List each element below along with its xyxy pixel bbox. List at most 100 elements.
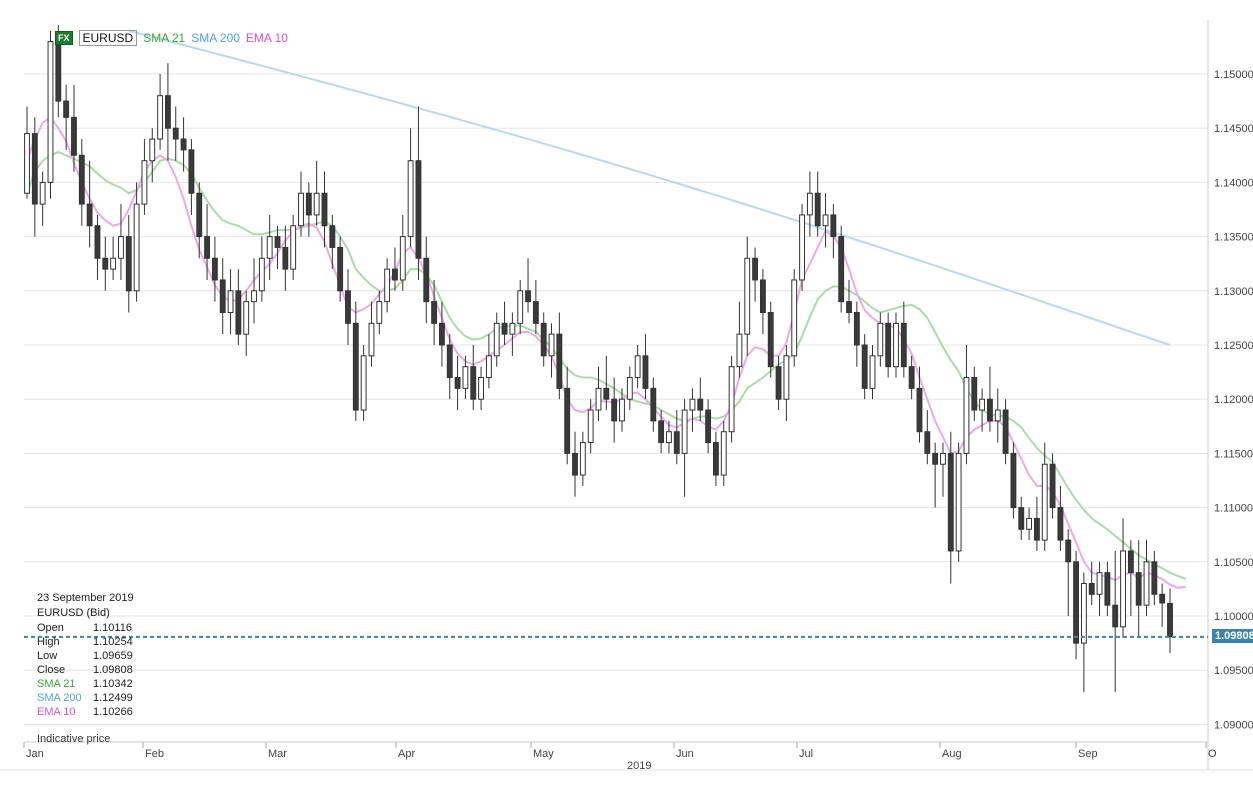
indicative-price-note: Indicative price — [37, 733, 111, 745]
candle-body — [940, 452, 946, 465]
ohlc-value: 1.09659 — [93, 650, 133, 662]
candle-body — [266, 236, 273, 259]
candle-body — [78, 154, 85, 205]
candle-body — [149, 138, 156, 162]
candle-body — [157, 95, 164, 140]
candle-body — [705, 409, 712, 444]
candle-body — [611, 398, 618, 422]
candle-body — [697, 398, 704, 411]
candle-body — [713, 442, 719, 476]
candle-body — [720, 431, 727, 476]
candle-body — [908, 366, 915, 389]
candle-body — [274, 236, 281, 248]
candle-body — [556, 333, 563, 389]
ohlc-value: 1.09808 — [93, 664, 133, 676]
candle-body — [736, 333, 743, 368]
candle-body — [1018, 507, 1025, 530]
candle-body — [955, 452, 962, 552]
y-tick-label: 1.09500 — [1214, 665, 1253, 677]
candle-body — [118, 236, 124, 259]
candle-body — [759, 279, 766, 313]
candle-body — [360, 355, 367, 411]
candle-body — [791, 279, 798, 357]
candle-body — [947, 452, 954, 552]
candle-body — [501, 322, 508, 335]
ohlc-value: 1.10254 — [93, 636, 133, 648]
candle-body — [1033, 517, 1040, 541]
candle-body — [806, 192, 813, 216]
ohlc-value: 1.10266 — [93, 706, 133, 718]
y-tick-label: 1.14000 — [1214, 177, 1253, 189]
x-tick-label: Aug — [942, 748, 962, 760]
candle-body — [971, 377, 978, 411]
candle-body — [1065, 539, 1072, 563]
candle-body — [431, 301, 438, 324]
ohlc-value: 1.10342 — [93, 678, 133, 690]
candle-body — [525, 290, 531, 303]
candle-body — [775, 366, 782, 400]
candle-body — [180, 138, 187, 151]
candle-body — [689, 398, 696, 411]
candle-body — [227, 290, 234, 313]
legend-sma200[interactable]: SMA 200 — [191, 31, 240, 45]
candle-body — [1167, 602, 1173, 638]
candle-body — [352, 322, 359, 411]
candle-body — [1143, 561, 1150, 606]
candle-body — [211, 257, 218, 281]
candle-body — [493, 322, 500, 357]
candle-body — [767, 311, 774, 368]
y-tick-label: 1.09000 — [1214, 719, 1253, 731]
candle-body — [204, 236, 210, 259]
ohlc-row: SMA 200 1.12499 — [37, 691, 134, 705]
candle-body — [783, 355, 790, 400]
x-tick-label: Jul — [799, 748, 813, 760]
candle-body — [634, 355, 641, 379]
candle-body — [900, 322, 907, 368]
candle-body — [752, 257, 759, 281]
ohlc-label: SMA 21 — [37, 678, 76, 690]
last-price-tag: 1.09808 — [1212, 629, 1253, 643]
candle-body — [94, 225, 101, 259]
y-tick-label: 1.13000 — [1214, 286, 1253, 298]
candle-body — [133, 203, 140, 292]
symbol-label[interactable]: EURUSD — [78, 30, 138, 46]
y-tick-label: 1.12500 — [1214, 340, 1253, 352]
y-tick-label: 1.11500 — [1214, 448, 1253, 460]
ohlc-value: 1.12499 — [93, 692, 133, 704]
candle-body — [102, 257, 109, 270]
ohlc-row: High 1.10254 — [37, 635, 134, 649]
candle-body — [1159, 593, 1166, 604]
candle-body — [1151, 561, 1158, 595]
candle-body — [846, 301, 852, 313]
candle-body — [321, 192, 328, 227]
candle-body — [799, 214, 805, 281]
candle-body — [963, 377, 970, 454]
candle-body — [838, 236, 845, 303]
candle-body — [243, 301, 250, 335]
candle-body — [548, 333, 555, 357]
candle-body — [673, 431, 680, 454]
candle-body — [470, 366, 477, 400]
candle-body — [1096, 572, 1103, 595]
legend-sma21[interactable]: SMA 21 — [143, 31, 186, 45]
legend-ema10[interactable]: EMA 10 — [245, 31, 288, 45]
candle-body — [71, 116, 77, 156]
candle-body — [924, 431, 931, 454]
candle-body — [1135, 572, 1142, 606]
y-tick-label: 1.12000 — [1214, 394, 1253, 406]
candle-body — [110, 257, 117, 270]
candle-body — [1104, 572, 1111, 606]
candle-body — [822, 214, 829, 227]
candle-body — [916, 387, 923, 433]
candle-body — [290, 225, 297, 270]
candle-body — [869, 355, 876, 389]
ohlc-value: 1.10116 — [93, 622, 132, 634]
candle-body — [1112, 604, 1119, 628]
candle-body — [55, 40, 62, 102]
candle-body — [368, 322, 375, 357]
candle-body — [987, 398, 993, 422]
candle-body — [932, 452, 939, 465]
candle-body — [658, 420, 665, 444]
candle-body — [298, 192, 304, 227]
x-tick-label: Sep — [1078, 748, 1098, 760]
